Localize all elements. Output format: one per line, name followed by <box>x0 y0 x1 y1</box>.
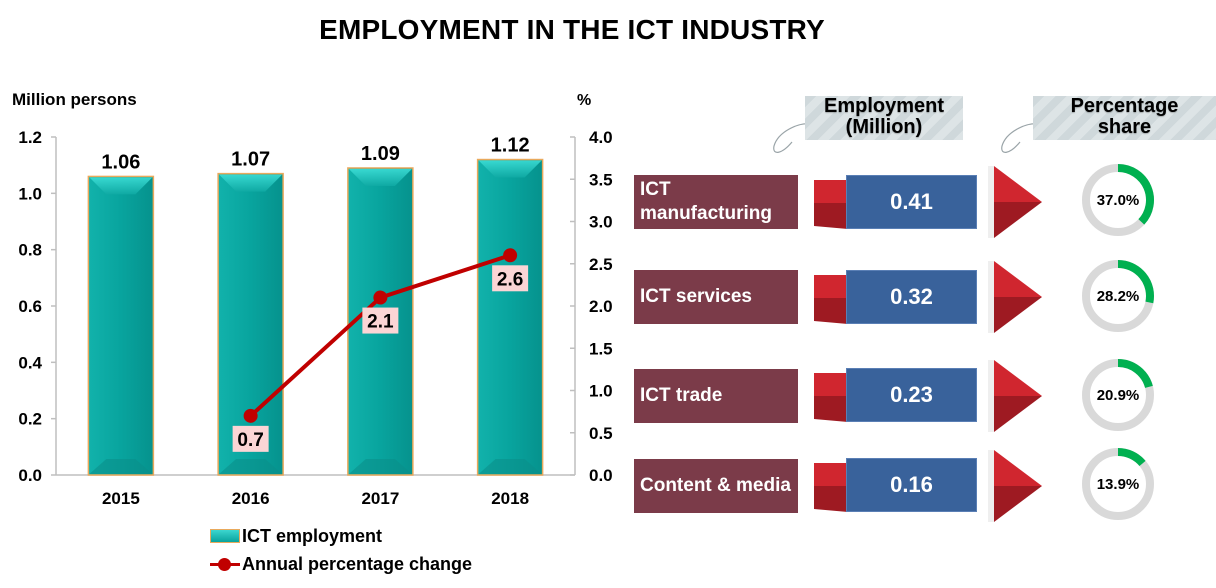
right-tick-label: 1.0 <box>589 382 613 401</box>
bar-bevel <box>219 174 283 192</box>
donut-share-arc <box>1117 260 1154 304</box>
page-title: EMPLOYMENT IN THE ICT INDUSTRY <box>319 14 825 45</box>
x-tick-label: 2017 <box>361 489 399 508</box>
arrow-tail-icon <box>814 370 848 422</box>
category-line: Content & media <box>640 475 791 496</box>
left-tick-label: 0.2 <box>18 410 42 429</box>
legend-label-employment: ICT employment <box>242 525 383 546</box>
right-tick-label: 3.0 <box>589 213 613 232</box>
right-tick-label: 2.5 <box>589 255 613 274</box>
left-tick-label: 1.0 <box>18 184 42 203</box>
change-data-label: 2.1 <box>367 312 394 333</box>
share-donut: 13.9% <box>1081 447 1155 521</box>
change-data-label: 0.7 <box>237 430 263 451</box>
legend-item-change: Annual percentage change <box>210 550 472 578</box>
change-marker <box>373 290 388 305</box>
left-axis-label: Million persons <box>12 90 137 109</box>
bar-bevel <box>478 459 542 474</box>
bar <box>217 172 284 476</box>
category-label: ICT trade <box>634 369 798 423</box>
bar-bevel <box>348 459 412 474</box>
bar-data-label: 1.07 <box>231 149 270 171</box>
arrow-right-icon <box>988 166 1042 238</box>
bar-data-label: 1.09 <box>361 143 400 165</box>
arrow-right-icon <box>988 450 1042 522</box>
employment-header-line2: (Million) <box>845 116 923 138</box>
bar <box>87 175 155 476</box>
share-header-line1: Percentage <box>1070 95 1179 117</box>
left-tick-label: 0.8 <box>18 241 42 260</box>
change-data-label: 2.6 <box>497 269 523 290</box>
employment-value: 0.16 <box>846 458 977 512</box>
employment-header-line1: Employment <box>823 95 945 117</box>
x-tick-label: 2015 <box>102 489 140 508</box>
bar-data-label: 1.06 <box>101 151 140 173</box>
share-donut: 37.0% <box>1081 163 1155 237</box>
legend-line-swatch <box>210 557 240 571</box>
left-tick-label: 0.6 <box>18 297 42 316</box>
left-tick-label: 0.4 <box>18 353 42 372</box>
category-line: ICT <box>640 179 671 200</box>
right-tick-label: 2.0 <box>589 297 613 316</box>
legend-item-employment: ICT employment <box>210 522 472 550</box>
employment-value: 0.23 <box>846 368 977 422</box>
share-value: 20.9% <box>1096 386 1140 404</box>
share-header-tag: Percentage share <box>1033 96 1216 140</box>
donut-share-arc <box>1117 359 1153 389</box>
arrow-right-icon <box>988 261 1042 333</box>
change-label-box <box>362 307 399 334</box>
employment-chart: 0.0 0.2 0.4 0.6 0.8 1.0 1.2 0.0 0.5 1.0 1.5 2.0 2.5 3… <box>18 128 613 508</box>
donut-share-arc <box>1117 448 1146 467</box>
bar-bevel <box>89 459 153 474</box>
chart-legend: ICT employment Annual percentage change <box>210 522 472 578</box>
arrow-tail-icon <box>814 177 848 229</box>
category-line: ICT services <box>640 286 752 307</box>
donut-share-arc <box>1117 164 1154 225</box>
x-tick-label: 2016 <box>232 489 270 508</box>
right-tick-label: 0.0 <box>589 466 613 485</box>
bar-data-label: 1.12 <box>491 135 530 157</box>
share-value: 28.2% <box>1096 287 1140 305</box>
category-label: ICT manufacturing <box>634 175 798 229</box>
change-marker <box>243 408 258 423</box>
legend-label-change: Annual percentage change <box>242 553 473 574</box>
category-label: ICT services <box>634 270 798 324</box>
left-tick-label: 1.2 <box>18 128 42 147</box>
right-tick-label: 0.5 <box>589 424 613 443</box>
x-tick-label: 2018 <box>491 489 529 508</box>
employment-header-tag: Employment (Million) <box>805 96 963 140</box>
bar-bevel <box>219 459 283 474</box>
share-value: 13.9% <box>1096 475 1140 493</box>
arrow-right-icon <box>988 360 1042 432</box>
bar-bevel <box>348 168 412 186</box>
change-label-box <box>232 425 269 452</box>
share-value: 37.0% <box>1096 191 1140 209</box>
category-label: Content & media <box>634 459 798 513</box>
category-line: manufacturing <box>640 203 772 224</box>
legend-bar-swatch <box>210 529 240 543</box>
left-tick-label: 0.0 <box>18 466 42 485</box>
employment-value: 0.32 <box>846 270 977 324</box>
employment-value: 0.41 <box>846 175 977 229</box>
change-label-box <box>492 265 529 292</box>
right-axis-label: % <box>577 92 592 109</box>
bar-bevel <box>478 160 542 178</box>
right-tick-label: 3.5 <box>589 170 613 189</box>
right-tick-label: 1.5 <box>589 339 613 358</box>
right-tick-label: 4.0 <box>589 128 613 147</box>
bar <box>476 158 544 476</box>
arrow-tail-icon <box>814 460 848 512</box>
bar-bevel <box>89 177 153 195</box>
share-header-line2: share <box>1097 116 1152 138</box>
share-donut: 20.9% <box>1081 358 1155 432</box>
category-line: ICT trade <box>640 385 723 406</box>
change-marker <box>503 248 518 263</box>
share-donut: 28.2% <box>1081 259 1155 333</box>
arrow-tail-icon <box>814 272 848 324</box>
